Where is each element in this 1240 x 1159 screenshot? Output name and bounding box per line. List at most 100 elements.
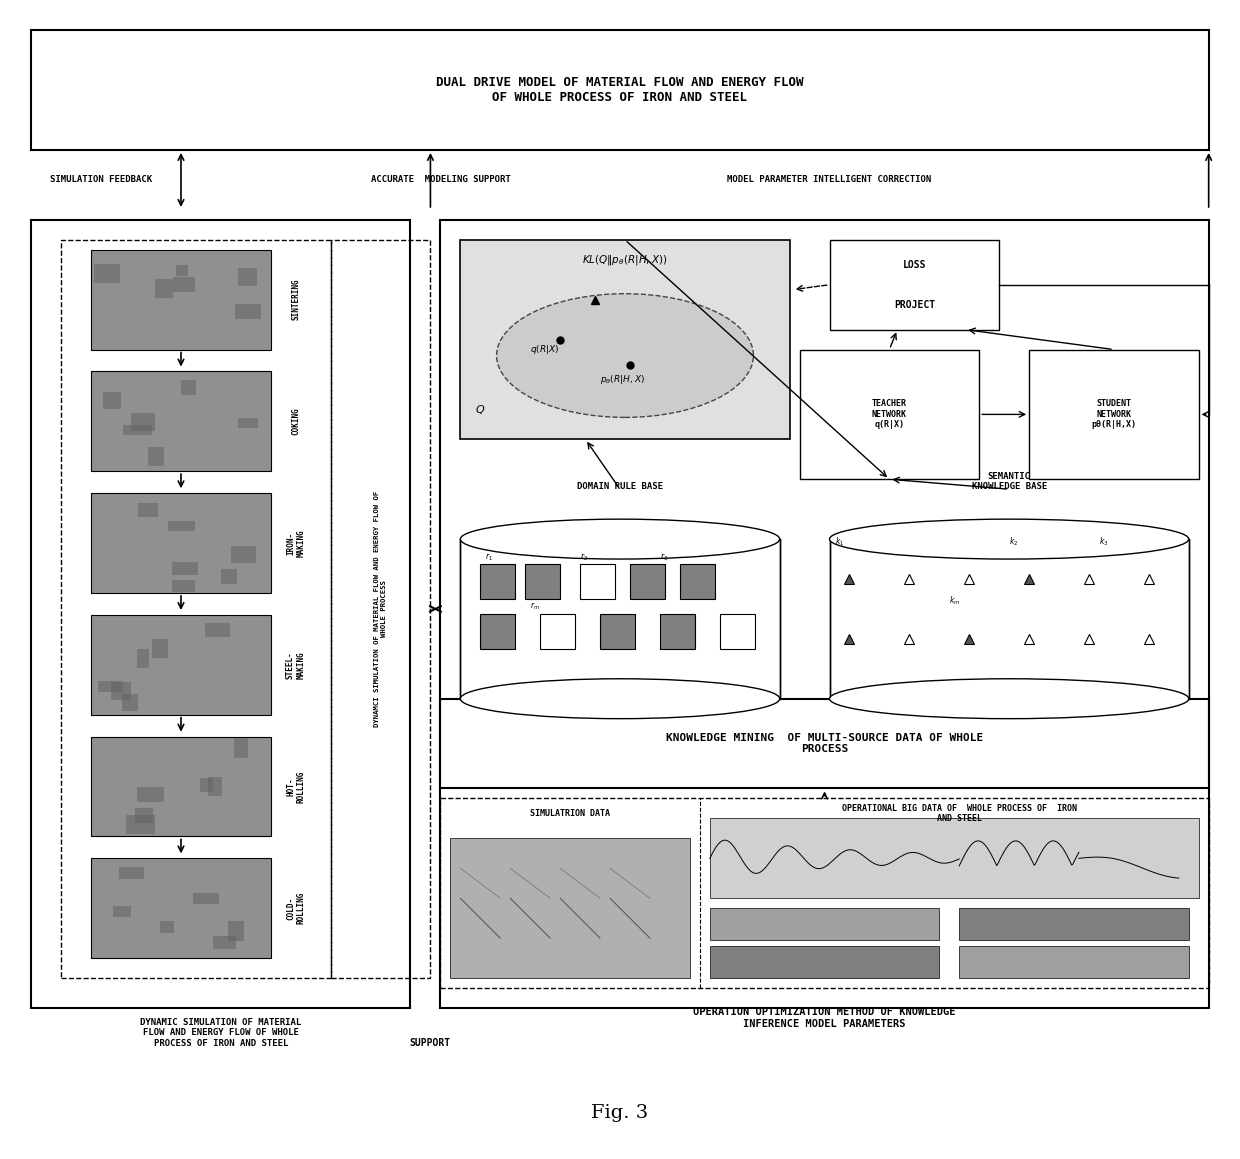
Bar xyxy=(228,921,244,941)
Text: TEACHER
NETWORK
q(R|X): TEACHER NETWORK q(R|X) xyxy=(872,400,906,429)
Ellipse shape xyxy=(496,293,754,417)
Bar xyxy=(92,494,270,593)
Bar xyxy=(460,539,780,699)
Text: COKING: COKING xyxy=(291,408,300,436)
Bar xyxy=(131,414,155,431)
Text: MODEL PARAMETER INTELLIGENT CORRECTION: MODEL PARAMETER INTELLIGENT CORRECTION xyxy=(728,175,931,184)
Text: ACCURATE  MODELING SUPPORT: ACCURATE MODELING SUPPORT xyxy=(371,175,511,184)
Bar xyxy=(222,569,237,584)
Ellipse shape xyxy=(830,679,1189,719)
Text: $q(R|X)$: $q(R|X)$ xyxy=(531,343,559,356)
Bar xyxy=(126,815,155,834)
Bar xyxy=(181,380,196,395)
Bar xyxy=(680,564,714,599)
Bar xyxy=(169,522,196,531)
Bar xyxy=(138,787,164,802)
Ellipse shape xyxy=(830,519,1189,559)
Bar xyxy=(709,946,939,978)
Text: SINTERING: SINTERING xyxy=(291,279,300,321)
Bar xyxy=(172,581,195,592)
Bar xyxy=(155,279,174,298)
Text: $Q$: $Q$ xyxy=(475,403,486,416)
Bar xyxy=(193,894,219,904)
Text: $k_3$: $k_3$ xyxy=(1099,535,1109,547)
Text: COLD-
ROLLING: COLD- ROLLING xyxy=(286,892,305,925)
Bar xyxy=(103,392,122,409)
Bar xyxy=(172,562,198,575)
Bar xyxy=(208,778,222,795)
Bar xyxy=(92,372,270,472)
Bar xyxy=(236,304,262,319)
Bar xyxy=(149,447,164,466)
Text: OPERATIONAL BIG DATA OF  WHOLE PROCESS OF  IRON
AND STEEL: OPERATIONAL BIG DATA OF WHOLE PROCESS OF… xyxy=(842,803,1076,823)
Bar xyxy=(960,909,1189,940)
Bar xyxy=(960,946,1189,978)
Text: DYNAMIC SIMULATION OF MATERIAL
FLOW AND ENERGY FLOW OF WHOLE
PROCESS OF IRON AND: DYNAMIC SIMULATION OF MATERIAL FLOW AND … xyxy=(140,1018,301,1048)
Text: HOT-
ROLLING: HOT- ROLLING xyxy=(286,771,305,803)
Bar xyxy=(92,859,270,958)
Bar xyxy=(123,425,151,435)
Text: LOSS: LOSS xyxy=(903,260,926,270)
Ellipse shape xyxy=(460,519,780,559)
Text: $r_3$: $r_3$ xyxy=(660,551,668,562)
Bar xyxy=(630,564,665,599)
Text: KNOWLEDGE MINING  OF MULTI-SOURCE DATA OF WHOLE
PROCESS: KNOWLEDGE MINING OF MULTI-SOURCE DATA OF… xyxy=(666,732,983,755)
Bar xyxy=(460,240,790,439)
Bar xyxy=(719,614,755,649)
Bar xyxy=(526,564,560,599)
Text: SUPPORT: SUPPORT xyxy=(410,1038,451,1048)
Bar xyxy=(113,906,131,917)
Bar xyxy=(580,564,615,599)
Bar xyxy=(31,30,1209,150)
Bar xyxy=(135,808,153,823)
Text: SEMANTIC
KNOWLEDGE BASE: SEMANTIC KNOWLEDGE BASE xyxy=(971,472,1047,491)
Text: STUDENT
NETWORK
pθ(R|H,X): STUDENT NETWORK pθ(R|H,X) xyxy=(1091,400,1136,429)
Bar xyxy=(440,699,1209,788)
Bar xyxy=(231,546,255,563)
Text: STEEL-
MAKING: STEEL- MAKING xyxy=(286,651,305,679)
Bar xyxy=(480,614,516,649)
Text: SIMULATION FEEDBACK: SIMULATION FEEDBACK xyxy=(50,175,153,184)
Bar xyxy=(234,738,248,758)
Bar xyxy=(205,624,229,637)
Bar xyxy=(480,564,516,599)
Bar xyxy=(61,240,331,978)
Bar xyxy=(92,615,270,715)
Bar xyxy=(238,268,257,286)
Bar xyxy=(201,778,213,792)
Text: $r_m$: $r_m$ xyxy=(531,600,541,612)
Bar xyxy=(138,649,149,668)
Bar xyxy=(1029,350,1199,479)
Bar xyxy=(160,920,175,933)
Bar xyxy=(138,503,157,517)
Text: DOMAIN RULE BASE: DOMAIN RULE BASE xyxy=(577,482,663,491)
Bar xyxy=(176,265,187,276)
Text: DUAL DRIVE MODEL OF MATERIAL FLOW AND ENERGY FLOW
OF WHOLE PROCESS OF IRON AND S: DUAL DRIVE MODEL OF MATERIAL FLOW AND EN… xyxy=(436,76,804,104)
Bar xyxy=(331,240,430,978)
Bar xyxy=(238,417,258,429)
Bar xyxy=(31,220,410,1008)
Text: $r_1$: $r_1$ xyxy=(485,551,494,562)
Text: $p_{\theta}(R|H,X)$: $p_{\theta}(R|H,X)$ xyxy=(600,373,645,386)
Bar xyxy=(660,614,694,649)
Bar xyxy=(174,277,196,292)
Bar xyxy=(440,799,1209,987)
Text: DYNAMCI SIMULATION OF MATERIAL FLOW AND ENERGY FLOW OF
WHOLE PROCESS: DYNAMCI SIMULATION OF MATERIAL FLOW AND … xyxy=(374,490,387,727)
Bar xyxy=(830,539,1189,699)
Text: $KL(Q \| p_{\theta}(R|H, X))$: $KL(Q \| p_{\theta}(R|H, X))$ xyxy=(583,253,667,267)
Bar xyxy=(213,936,236,949)
Bar xyxy=(92,737,270,837)
Bar xyxy=(450,838,689,978)
Bar xyxy=(98,681,123,692)
Text: IRON-
MAKING: IRON- MAKING xyxy=(286,530,305,557)
Bar xyxy=(92,250,270,350)
Text: Fig. 3: Fig. 3 xyxy=(591,1103,649,1122)
Text: $k_1$: $k_1$ xyxy=(835,535,843,547)
Bar xyxy=(800,350,980,479)
Text: PROJECT: PROJECT xyxy=(894,300,935,309)
Bar xyxy=(94,264,120,283)
Bar xyxy=(830,240,999,329)
Text: $r_2$: $r_2$ xyxy=(580,551,588,562)
Bar xyxy=(709,909,939,940)
Bar xyxy=(541,614,575,649)
